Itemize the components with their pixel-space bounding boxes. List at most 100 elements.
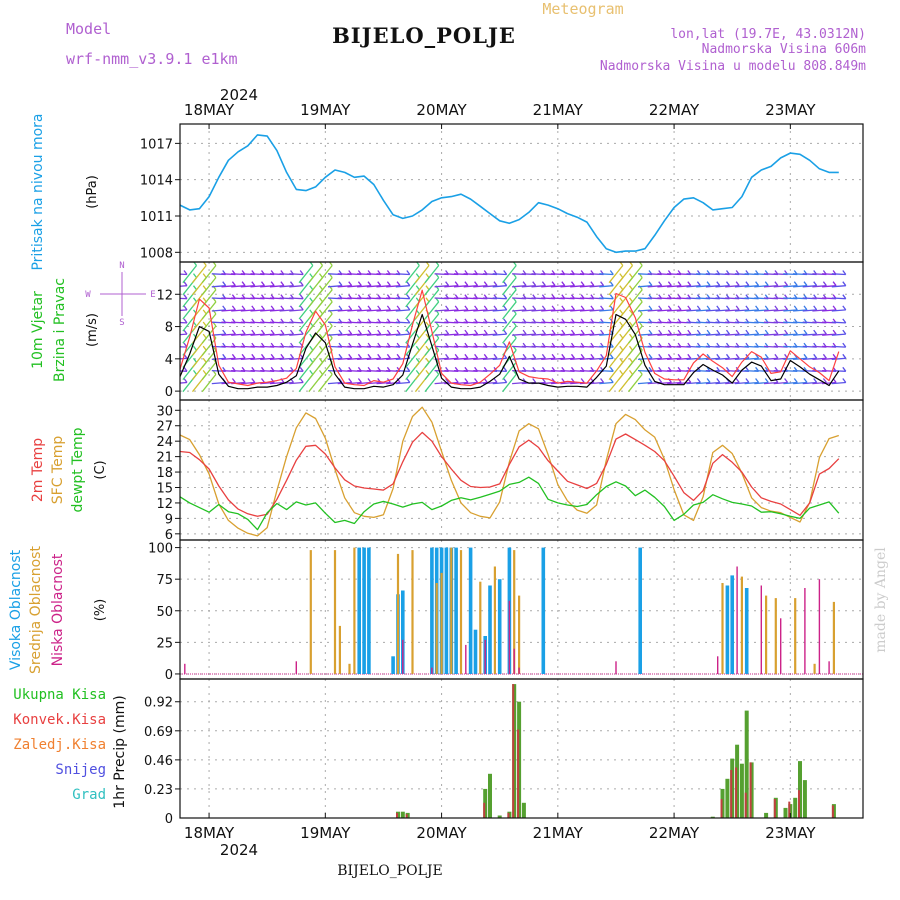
wind-barb-tail [425,345,430,351]
wind-barb [424,325,440,344]
wind-barb-tail [367,353,372,359]
mid-cloud-bar [513,550,516,674]
wind-barb [337,285,352,288]
wind-barb [180,309,188,312]
wind-barb [599,285,614,288]
wind-barb-tail [619,357,624,363]
high-cloud-bar [367,547,371,674]
wind-barb [269,285,284,288]
wind-barb [618,265,634,284]
wind-barb-tail [222,353,227,359]
wind-barb-tail [260,378,266,383]
wind-barb [773,333,788,336]
wind-barb [269,333,284,336]
wind-barb [793,381,808,385]
wind-barb [444,333,459,336]
total-precip-bar [744,710,749,818]
wind-barb-tail [348,329,353,335]
wind-barb [386,333,401,336]
wind-barb-tail [600,353,605,359]
wind-barb [831,309,846,312]
wind-barb [541,381,556,385]
wind-barb-tail [299,270,304,275]
wind-barb-tail [309,370,314,375]
wind-barb-tail [474,378,479,383]
wind-barb-tail [270,305,275,311]
high-cloud-bar [541,547,546,674]
wind-barb [773,309,788,312]
wind-barb-tail [541,329,546,335]
wind-barb-tail [192,285,198,291]
panel-border [179,678,864,819]
wind-barb-tail [260,305,266,311]
wind-barb [201,325,217,344]
y-tick-label: 9 [165,512,173,527]
wind-barb [366,309,381,312]
bottom-day-labels: 18MAY 19MAY 20MAY 21MAY 22MAY 23MAY [184,824,816,842]
wind-barb [560,357,575,361]
low-cloud-bar [736,566,738,674]
wind-barb [637,381,653,385]
wind-barb [482,381,498,385]
wind-barb-tail [522,353,527,359]
wind-barb-tail [251,378,256,383]
wind-barb-tail [570,305,576,311]
wind-barb [482,357,498,361]
mid-cloud-bar [765,595,768,674]
mid-cloud-bar [493,566,496,674]
mid-cloud-bar [333,550,337,674]
wind-barb-tail [551,353,556,359]
y-tick-label: 4 [165,353,173,368]
wind-barb-tail [493,305,498,311]
model-label: Model [66,20,111,38]
wind-barb [541,285,556,288]
wind-barb-tail [628,357,634,363]
wind-barb [541,309,556,312]
legend-freezing-rain: Zaledj.Kisa [13,737,106,753]
wind-barb-tail [822,329,827,335]
wind-barb [191,265,207,284]
wind-barb [502,373,517,393]
wind-barb [492,273,507,276]
wind-barb [357,309,372,312]
wind-barb [657,309,672,312]
wind-barb-tail [299,281,304,287]
wind-barb [444,357,459,361]
wind-barb [783,333,798,336]
wind-compass-legend: N W E S [85,261,155,328]
wind-barb [279,285,294,288]
wind-barb-tail [202,333,207,339]
wind-barb-tail [386,305,391,311]
wind-barb-tail [551,305,556,311]
wind-barb [502,361,517,381]
wind-barb [550,285,565,288]
wind-barb-tail [338,378,343,383]
wind-barb-tail [396,378,401,383]
mid-cloud-bar [396,553,400,674]
wind-barb [366,285,381,288]
wind-barb [637,357,653,361]
low-cloud-bar [184,663,186,674]
wind-barb-tail [309,309,314,315]
wind-barb [560,285,575,288]
wind-barb-tail [561,305,566,311]
wind-barb [773,381,788,385]
wind-barb-tail [590,353,595,359]
high-cloud-bar [744,588,749,674]
wind-barb [802,333,817,336]
wind-barb-tail [464,329,469,335]
dewpoint-line [179,476,840,531]
wind-barb [734,333,749,336]
wind-barb-tail [260,329,266,335]
wind-barb-tail [532,329,537,335]
wind-barb-tail [609,281,614,287]
wind-barb-tail [415,333,420,339]
wind-barb-tail [454,305,459,311]
low-cloud-bar [508,600,511,674]
wind-barb-tail [318,345,324,351]
wind-barb-tail [299,329,304,335]
wind-barb [317,277,333,296]
wind-barb-tail [454,378,459,383]
wind-barb-tail [464,281,469,287]
